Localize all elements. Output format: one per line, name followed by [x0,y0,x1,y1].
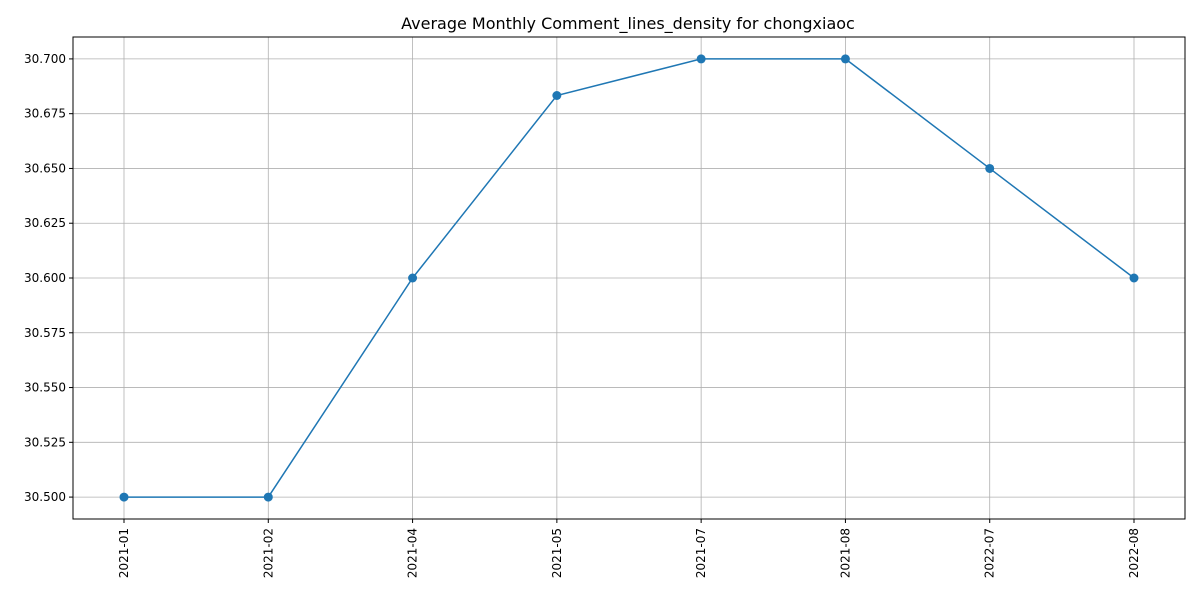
data-point [408,273,418,283]
data-point [1129,273,1139,283]
x-axis: 2021-01 2021-02 2021-04 2021-05 2021-07 2021-… [117,519,1141,578]
x-tick-label: 2021-08 [838,528,852,578]
y-axis: 30.500 30.525 30.550 30.575 30.600 30.625 30.6… [24,52,73,504]
y-tick-label: 30.500 [24,490,66,504]
y-tick-label: 30.600 [24,271,66,285]
x-tick-label: 2021-02 [261,528,275,578]
x-tick-label: 2021-04 [406,528,420,578]
series-layer [119,54,1139,502]
y-tick-label: 30.675 [24,107,66,121]
y-tick-label: 30.650 [24,161,66,175]
x-tick-label: 2021-05 [550,528,564,578]
grid [73,37,1185,519]
x-tick-label: 2022-07 [983,528,997,578]
data-point [985,163,995,173]
y-tick-label: 30.625 [24,216,66,230]
chart-title: Average Monthly Comment_lines_density fo… [401,14,855,34]
data-point [840,54,850,64]
y-tick-label: 30.700 [24,52,66,66]
data-point [696,54,706,64]
data-point [119,492,129,502]
y-tick-label: 30.550 [24,381,66,395]
x-tick-label: 2021-01 [117,528,131,578]
x-tick-label: 2022-08 [1127,528,1141,578]
series-line [124,58,1135,498]
data-point [263,492,273,502]
y-tick-label: 30.525 [24,435,66,449]
y-tick-label: 30.575 [24,326,66,340]
x-tick-label: 2021-07 [694,528,708,578]
data-point [552,90,562,100]
